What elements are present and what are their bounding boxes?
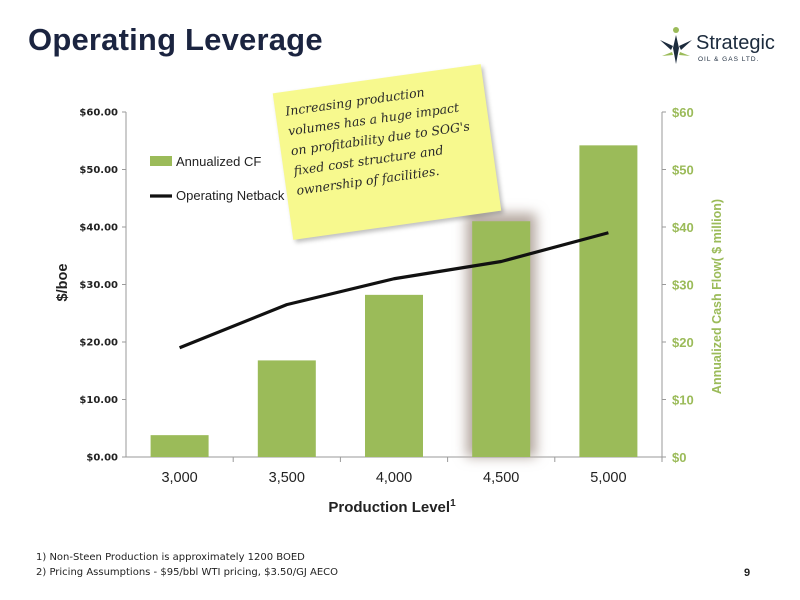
x-tick-label: 4,000 (376, 470, 412, 486)
logo-icon (660, 27, 692, 64)
x-tick-label: 5,000 (590, 470, 626, 486)
y-right-tick-label: $60 (672, 105, 694, 120)
slide-title: Operating Leverage (28, 22, 323, 57)
x-axis-title: Production Level1 (328, 498, 456, 516)
y-right-tick-label: $0 (672, 450, 686, 465)
y-left-tick-label: $30.00 (79, 280, 118, 291)
y-right-tick-label: $50 (672, 163, 694, 178)
x-tick-label: 3,000 (161, 470, 197, 486)
line-operating-netback (179, 231, 609, 350)
y-left-tick-label: $20.00 (79, 338, 118, 349)
y-left-tick-label: $40.00 (79, 223, 118, 234)
footnote-1: 1) Non-Steen Production is approximately… (36, 552, 305, 563)
legend-label-annualized-cf: Annualized CF (176, 154, 261, 169)
footnote-2: 2) Pricing Assumptions - $95/bbl WTI pri… (36, 567, 339, 578)
y-left-tick-label: $10.00 (79, 395, 118, 406)
bar-annualized-cf (257, 360, 316, 457)
y-left-tick-label: $50.00 (79, 165, 118, 176)
y-right-tick-label: $20 (672, 335, 694, 350)
x-tick-label: 3,500 (269, 470, 305, 486)
y-left-tick-label: $0.00 (86, 453, 118, 464)
y-right-tick-label: $10 (672, 393, 694, 408)
company-logo: Strategic OIL & GAS LTD. (658, 26, 798, 70)
y-right-tick-label: $40 (672, 220, 694, 235)
logo-name: Strategic (696, 32, 775, 54)
bar-annualized-cf (365, 294, 423, 457)
x-tick-label: 4,500 (483, 470, 519, 486)
y-right-tick-label: $30 (672, 278, 694, 293)
page-number: 9 (744, 567, 751, 579)
bar-annualized-cf (150, 435, 209, 457)
callout-sticky-note: Increasing production volumes has a huge… (272, 64, 502, 240)
x-axis-title-superscript: 1 (450, 498, 456, 509)
y-axis-right-title: Annualized Cash Flow( $ million) (710, 199, 724, 394)
logo-subtitle: OIL & GAS LTD. (698, 56, 760, 63)
legend-label-operating-netback: Operating Netback (176, 188, 285, 203)
footnotes: 1) Non-Steen Production is approximately… (36, 550, 338, 580)
y-left-tick-label: $60.00 (79, 108, 118, 119)
legend-swatch-annualized-cf (150, 156, 172, 166)
y-axis-left-title: $/boe (55, 264, 71, 302)
bar-annualized-cf (579, 145, 638, 457)
